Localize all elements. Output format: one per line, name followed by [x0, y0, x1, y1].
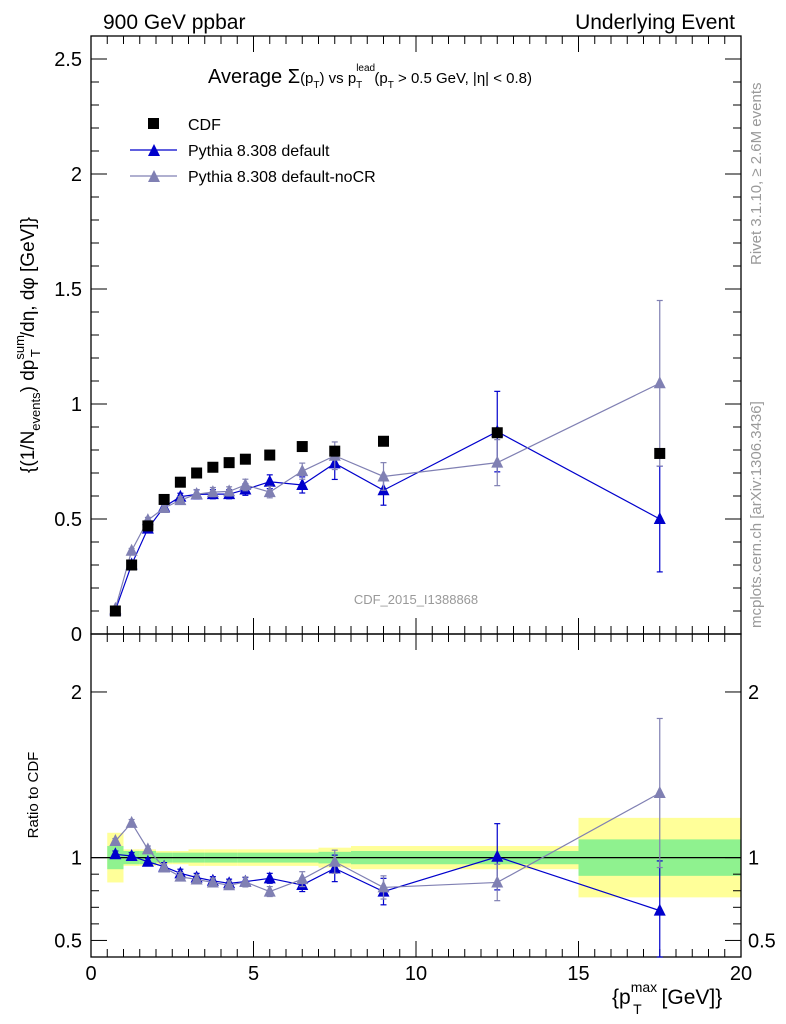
series-nocr-ratio-point	[125, 815, 138, 828]
x-tick-label: 20	[730, 963, 752, 985]
main-y-tick-label: 0.5	[54, 509, 82, 531]
series-cdf-main	[109, 427, 666, 617]
main-y-tick-label: 1	[71, 394, 82, 416]
series-nocr-point	[125, 543, 138, 556]
series-nocr-ratio-point	[223, 878, 236, 891]
series-cdf-point	[239, 453, 251, 465]
legend: CDF Pythia 8.308 default Pythia 8.308 de…	[130, 117, 376, 186]
mcplots-label: mcplots.cern.ch [arXiv:1306.3436]	[748, 401, 765, 628]
legend-marker-default	[148, 144, 160, 156]
ratio-panel: 0 5 10 15 20 0.5 0.5 1 1 2 2	[54, 633, 776, 985]
series-default-ratio-point	[141, 854, 154, 867]
series-nocr-main	[109, 299, 666, 614]
series-default-point	[653, 512, 666, 524]
main-y-tick-label: 2	[71, 164, 82, 186]
series-nocr-point	[239, 477, 252, 490]
series-nocr-ratio-point	[263, 884, 276, 897]
series-nocr-ratio-point	[206, 875, 219, 888]
x-tick-label: 15	[567, 963, 589, 985]
series-nocr-point	[653, 376, 666, 389]
series-nocr-point	[158, 500, 171, 513]
series-nocr-point	[377, 469, 390, 482]
series-cdf-point	[264, 449, 276, 461]
series-nocr-point	[206, 485, 219, 498]
series-cdf-point	[223, 457, 235, 469]
header-left: 900 GeV ppbar	[103, 11, 245, 34]
series-default-point	[296, 477, 309, 490]
series-nocr-point	[223, 484, 236, 497]
x-tick-label: 5	[248, 963, 259, 985]
series-nocr-ratio-point	[328, 854, 341, 867]
series-cdf-point	[296, 441, 308, 453]
y-axis-label-main: {(1/Nevents) dpsumT/dη, dφ [GeV]}	[12, 217, 43, 473]
series-default-ratio-point	[653, 903, 666, 916]
series-nocr-point	[174, 493, 187, 506]
series-cdf-point	[207, 461, 219, 473]
ratio-y-tick-label-right: 1	[748, 848, 759, 870]
series-cdf-point	[491, 427, 503, 439]
ratio-y-tick-label-right: 2	[748, 682, 759, 704]
series-cdf-point	[109, 605, 121, 617]
main-y-tick-label: 2.5	[54, 49, 82, 71]
series-nocr-ratio-point	[109, 834, 122, 847]
series-nocr-ratio-point	[158, 860, 171, 873]
ratio-frame	[90, 633, 742, 958]
legend-marker-nocr	[148, 170, 160, 182]
main-panel: 0 0.5 1 1.5 2 2.5	[54, 35, 742, 957]
series-default-main	[109, 390, 666, 616]
series-default-ratio-point	[263, 871, 276, 884]
rivet-version-label: Rivet 3.1.10, ≥ 2.6M events	[748, 83, 765, 266]
series-default-line	[114, 430, 661, 611]
ratio-y-tick-label-right: 0.5	[748, 930, 776, 952]
x-ticks	[90, 36, 742, 957]
series-nocr-point	[296, 464, 309, 477]
series-cdf-point	[654, 447, 666, 459]
series-cdf-point	[174, 476, 186, 488]
legend-marker-cdf	[148, 118, 159, 129]
series-nocr-ratio-point	[190, 872, 203, 885]
series-nocr-ratio-point	[141, 842, 154, 855]
series-cdf-point	[191, 467, 203, 479]
ratio-y-tick-label: 2	[71, 682, 82, 704]
series-default-ratio-point	[109, 847, 122, 860]
analysis-watermark: CDF_2015_I1388868	[354, 592, 478, 607]
main-y-ticks	[91, 35, 741, 635]
x-tick-label: 10	[405, 963, 427, 985]
series-nocr-point	[190, 487, 203, 500]
ratio-y-tick-label: 1	[71, 848, 82, 870]
legend-label-default: Pythia 8.308 default	[188, 143, 330, 160]
series-cdf-point	[142, 520, 154, 532]
series-cdf-point	[158, 493, 170, 505]
y-axis-label-ratio: Ratio to CDF	[25, 752, 42, 839]
series-cdf-point	[378, 435, 389, 447]
header-right: Underlying Event	[575, 11, 735, 34]
series-cdf-point	[329, 445, 341, 457]
series-nocr-ratio-point	[653, 786, 666, 799]
series-cdf-point	[126, 559, 138, 571]
series-default-point	[263, 474, 276, 487]
series-nocr-ratio-point	[377, 880, 390, 893]
series-nocr-point	[263, 485, 276, 498]
main-y-tick-label: 1.5	[54, 279, 82, 301]
series-nocr-ratio-point	[491, 875, 504, 888]
series-nocr-ratio	[109, 717, 666, 902]
series-default-ratio-point	[125, 848, 138, 861]
ratio-y-ticks	[91, 691, 741, 941]
series-nocr-ratio-point	[296, 872, 309, 885]
series-default-ratio-point	[491, 849, 504, 862]
main-y-tick-label: 0	[71, 624, 82, 646]
series-nocr-ratio-point	[239, 874, 252, 887]
legend-label-cdf: CDF	[188, 117, 221, 134]
x-axis-label: {pmax T [GeV]}	[612, 979, 722, 1017]
series-nocr-ratio-point	[174, 869, 187, 882]
series-nocr-point	[491, 455, 504, 468]
legend-label-nocr: Pythia 8.308 default-noCR	[188, 169, 376, 186]
x-tick-label: 0	[85, 963, 96, 985]
main-title: Average Σ(pT) vs plead T (pT > 0.5 GeV, |…	[208, 63, 532, 91]
ratio-y-tick-label: 0.5	[54, 930, 82, 952]
